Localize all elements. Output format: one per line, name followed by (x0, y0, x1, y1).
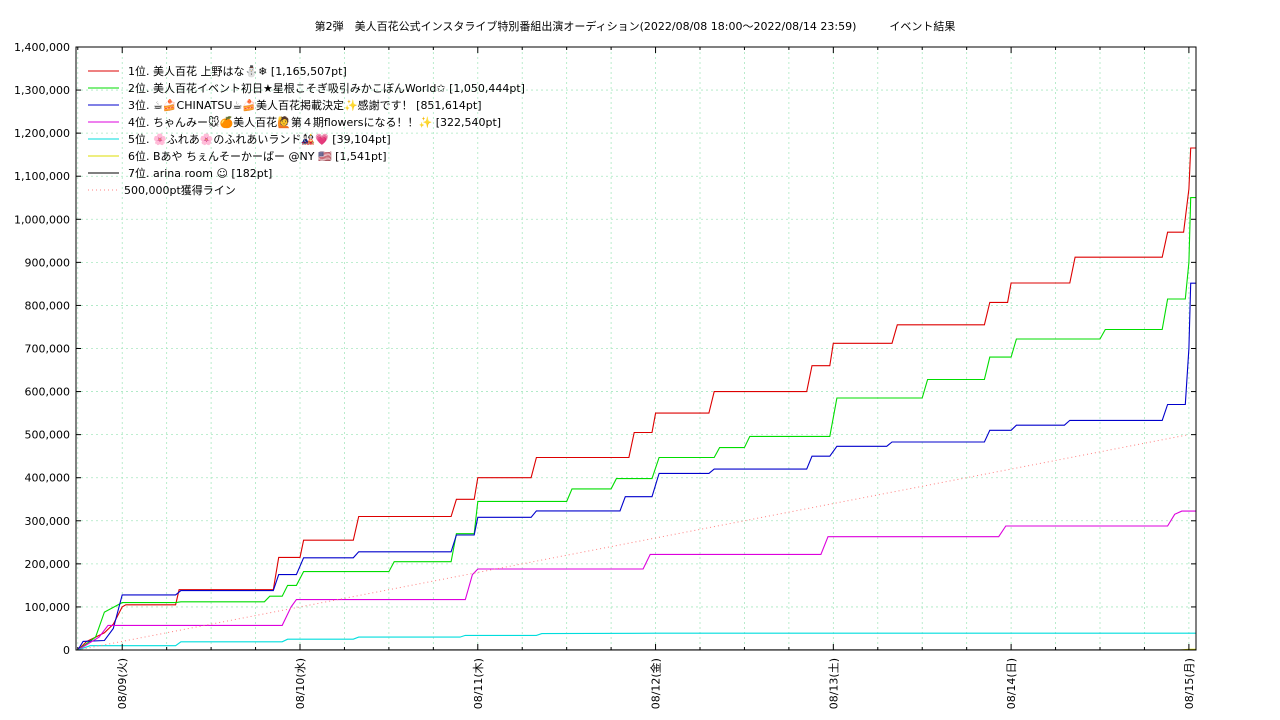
grid-lines (76, 47, 1196, 650)
y-axis: 0 100,000 200,000 300,000 400,000 500,000 600,… (14, 41, 1196, 657)
y-tick-label: 800,000 (25, 299, 71, 312)
x-tick-label: 08/15(月) (1183, 658, 1196, 709)
legend: 1位. 美人百花 上野はな⛄❄ [1,165,507pt] 2位. 美人百花イベン… (88, 64, 525, 197)
y-tick-label: 0 (63, 644, 70, 657)
x-tick-label: 08/10(水) (294, 658, 307, 709)
y-tick-label: 400,000 (25, 472, 71, 485)
legend-label-4: 4位. ちゃんみー🐭🍊美人百花🙋第４期flowersになる！！✨ [322,54… (128, 115, 501, 129)
y-tick-label: 1,400,000 (14, 41, 70, 54)
series-layer (77, 147, 1197, 651)
legend-label-8: 500,000pt獲得ライン (124, 184, 236, 197)
y-tick-label: 1,200,000 (14, 127, 70, 140)
y-tick-label: 200,000 (25, 558, 71, 571)
y-tick-label: 600,000 (25, 386, 71, 399)
y-tick-label: 300,000 (25, 515, 71, 528)
legend-label-1: 1位. 美人百花 上野はな⛄❄ [1,165,507pt] (128, 64, 347, 78)
y-tick-label: 1,300,000 (14, 84, 70, 97)
y-tick-label: 1,000,000 (14, 213, 70, 226)
series-line-2 (77, 197, 1196, 651)
legend-label-7: 7位. arina room ☺ [182pt] (128, 166, 272, 180)
legend-label-2: 2位. 美人百花イベント初日★星根こそぎ吸引みかこぼんWorld✩ [1,050… (128, 81, 525, 95)
y-tick-label: 700,000 (25, 343, 71, 356)
x-tick-label: 08/09(火) (116, 658, 129, 709)
x-axis: 08/09(火) 08/10(水) 08/11(木) 08/12(金) 08/13(土)… (77, 47, 1196, 709)
x-tick-label: 08/12(金) (649, 658, 663, 709)
legend-label-3: 3位. ☕🍰CHINATSU☕🍰美人百花掲載決定✨感謝です！ [851,614p… (128, 98, 482, 112)
series-line-5 (77, 632, 1196, 651)
x-tick-label: 08/13(土) (827, 658, 840, 709)
legend-label-6: 6位. Bあや ちぇんそーかーばー @NY 🇺🇸 [1,541pt] (128, 149, 387, 163)
series-line-8 (77, 434, 1189, 651)
chart-title: 第2弾 美人百花公式インスタライブ特別番組出演オーディション(2022/08/0… (315, 19, 956, 33)
y-tick-label: 500,000 (25, 429, 71, 442)
series-line-3 (77, 282, 1196, 651)
x-tick-label: 08/11(木) (472, 658, 485, 709)
series-line-1 (77, 147, 1196, 651)
legend-label-5: 5位. 🌸ふれあ🌸のふれあいランド🎎💗 [39,104pt] (128, 132, 391, 146)
x-tick-label: 08/14(日) (1005, 658, 1018, 709)
y-tick-label: 100,000 (25, 601, 71, 614)
y-tick-label: 1,100,000 (14, 170, 70, 183)
series-line-4 (77, 510, 1196, 651)
y-tick-label: 900,000 (25, 256, 71, 269)
